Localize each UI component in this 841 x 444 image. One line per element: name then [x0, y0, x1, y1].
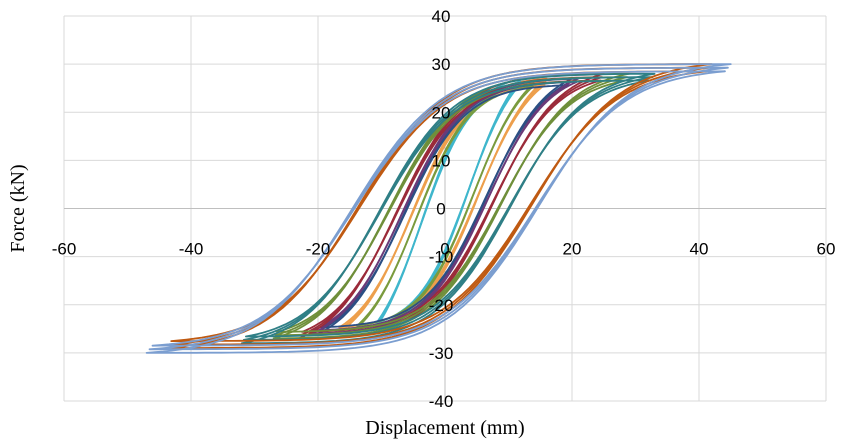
x-tick-label: 40 [690, 240, 709, 259]
y-tick-label: 30 [432, 55, 451, 74]
x-tick-label: -60 [52, 240, 77, 259]
y-tick-label: -10 [429, 248, 454, 267]
y-tick-label: -20 [429, 296, 454, 315]
x-tick-labels: -60 -40 -20 0 20 40 60 [52, 240, 836, 259]
x-axis-title: Displacement (mm) [365, 417, 524, 439]
hysteresis-loop-series-10 [151, 70, 726, 347]
y-tick-label: 40 [432, 7, 451, 26]
y-tick-label: -40 [429, 392, 454, 411]
hysteresis-loop-series-3 [356, 85, 534, 327]
y-tick-label: 10 [432, 151, 451, 170]
x-tick-label: 0 [440, 240, 449, 259]
y-tick-label: 0 [436, 200, 445, 219]
x-tick-label: -20 [306, 240, 331, 259]
y-tick-label: 20 [432, 103, 451, 122]
x-tick-label: 60 [817, 240, 836, 259]
y-axis-title: Force (kN) [7, 164, 29, 252]
x-tick-label: -40 [179, 240, 204, 259]
hysteresis-loops [145, 63, 732, 354]
x-tick-label: 20 [563, 240, 582, 259]
y-tick-label: -30 [429, 344, 454, 363]
